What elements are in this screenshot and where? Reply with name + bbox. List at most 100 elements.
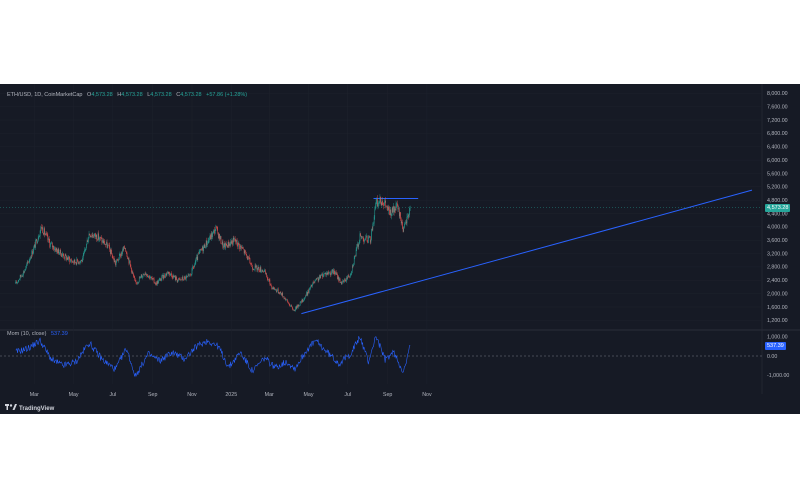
- candle-body: [27, 261, 29, 263]
- candle-body: [168, 272, 170, 274]
- candle-body: [299, 302, 301, 306]
- candle-body: [118, 259, 119, 261]
- candle-body: [25, 269, 26, 271]
- candle-body: [400, 212, 401, 219]
- candle-body: [262, 270, 264, 272]
- candle-body: [337, 276, 339, 280]
- candle-body: [269, 279, 271, 284]
- candle-body: [193, 266, 195, 268]
- candle-body: [63, 253, 64, 256]
- candle-body: [98, 233, 99, 240]
- candle-body: [46, 234, 48, 236]
- price-tick-label: 4,800.00: [767, 198, 788, 204]
- price-chart[interactable]: 1,200.00 1,600.00 2,000.00 2,400.00 2,800.00…: [0, 84, 800, 414]
- candle-body: [41, 227, 43, 229]
- tradingview-logo[interactable]: TradingView: [5, 404, 54, 412]
- candle-body: [77, 258, 78, 262]
- candle-body: [203, 246, 204, 252]
- candle-body: [307, 290, 309, 295]
- candle-body: [246, 254, 247, 257]
- candle-body: [95, 235, 97, 237]
- candle-body: [41, 227, 42, 229]
- oscillator-legend[interactable]: Mom (10, close) 537.39: [7, 331, 68, 337]
- candle-body: [196, 256, 197, 259]
- candle-body: [261, 271, 262, 273]
- candle-body: [197, 253, 199, 261]
- candle-body: [361, 236, 362, 237]
- candle-body: [146, 274, 147, 275]
- candle-body: [223, 243, 225, 246]
- candle-body: [310, 284, 312, 287]
- candle-body: [205, 240, 207, 248]
- candle-body: [247, 256, 249, 260]
- candle-body: [153, 278, 154, 279]
- candle-body: [264, 270, 265, 271]
- candle-body: [211, 233, 213, 238]
- candle-body: [97, 239, 98, 241]
- candle-body: [398, 208, 399, 210]
- candle-body: [48, 238, 50, 242]
- candle-body: [384, 200, 386, 203]
- candle-body: [274, 289, 276, 290]
- candle-body: [349, 276, 350, 278]
- candle-body: [382, 200, 383, 205]
- candle-body: [373, 223, 374, 224]
- candle-body: [276, 290, 278, 292]
- candle-body: [61, 253, 62, 257]
- candle-body: [26, 261, 28, 265]
- candle-body: [188, 275, 190, 276]
- candle-body: [205, 247, 206, 249]
- ascending-trendline[interactable]: [301, 189, 753, 315]
- candle-body: [31, 251, 32, 258]
- candle-body: [119, 254, 121, 255]
- candle-body: [111, 249, 112, 255]
- last-price-tag: 4,573.28: [765, 203, 791, 212]
- candle-body: [312, 284, 313, 287]
- candle-body: [352, 265, 354, 267]
- candle-body: [37, 241, 38, 244]
- candle-body: [21, 275, 22, 277]
- candle-body: [328, 271, 329, 274]
- candle-body: [299, 305, 300, 306]
- candle-body: [277, 289, 278, 291]
- candle-body: [70, 259, 71, 263]
- candle-body: [371, 228, 372, 240]
- candle-body: [304, 297, 305, 299]
- momentum-line[interactable]: [15, 336, 411, 378]
- candle-body: [398, 208, 400, 217]
- candle-body: [259, 270, 260, 272]
- time-tick-label: 2025: [225, 392, 237, 398]
- candle-body: [229, 243, 230, 247]
- chart-frame[interactable]: 1,200.00 1,600.00 2,000.00 2,400.00 2,800.00…: [0, 84, 800, 414]
- candle-body: [75, 262, 77, 265]
- candle-body: [258, 267, 259, 268]
- candle-body: [68, 256, 70, 259]
- candle-body: [32, 251, 33, 255]
- low-value: 4,573.28: [150, 92, 172, 98]
- candle-body: [90, 235, 91, 238]
- symbol-title[interactable]: ETH/USD, 1D, CoinMarketCap: [7, 92, 83, 98]
- candle-body: [326, 272, 327, 276]
- candle-body: [254, 265, 256, 270]
- candle-body: [101, 238, 103, 243]
- candle-body: [314, 282, 315, 283]
- candle-body: [182, 277, 183, 280]
- candle-body: [84, 249, 85, 254]
- candle-body: [297, 305, 298, 308]
- candle-body: [272, 287, 273, 290]
- candle-body: [315, 280, 316, 281]
- candle-body: [200, 249, 202, 250]
- candle-body: [306, 292, 307, 296]
- candle-body: [173, 275, 174, 279]
- price-tick-label: 2,400.00: [767, 278, 788, 284]
- candle-body: [382, 204, 384, 206]
- candle-body: [84, 249, 86, 250]
- candle-body: [348, 275, 349, 278]
- price-tick-label: 5,200.00: [767, 185, 788, 191]
- candle-body: [24, 270, 25, 273]
- brand-name: TradingView: [19, 406, 55, 412]
- candle-body: [131, 267, 132, 273]
- candle-body: [216, 227, 218, 229]
- high-value: 4,573.28: [121, 92, 143, 98]
- candle-body: [110, 249, 111, 254]
